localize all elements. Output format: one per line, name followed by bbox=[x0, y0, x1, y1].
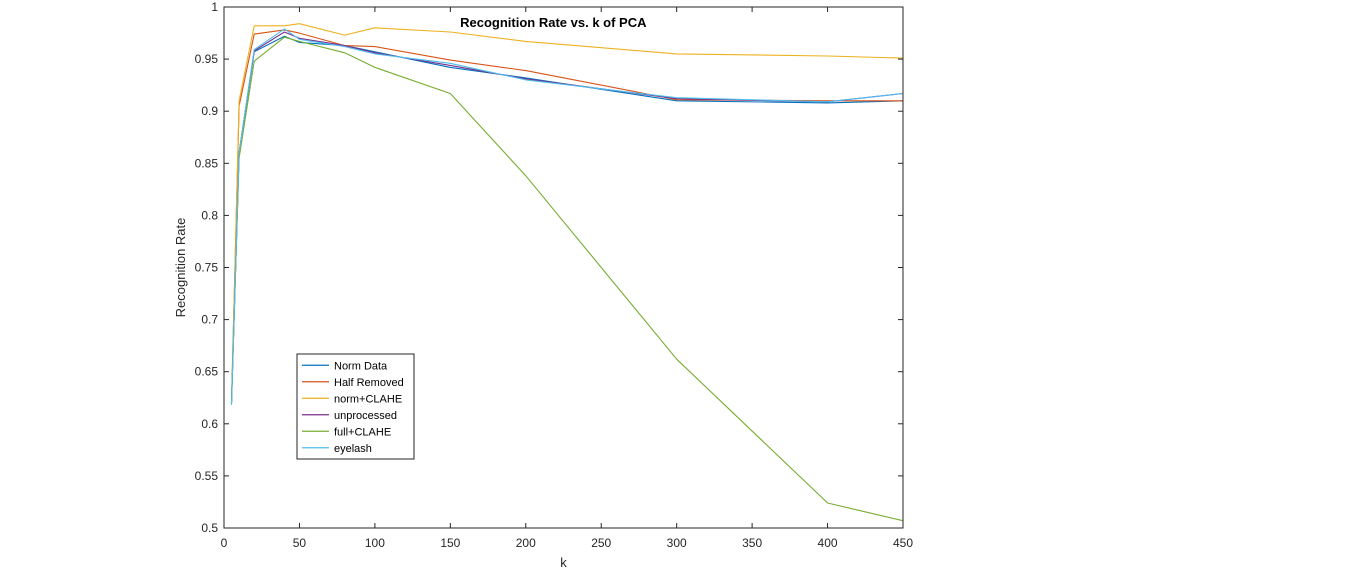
series-layer bbox=[230, 23, 904, 522]
legend-entry: Norm Data bbox=[334, 360, 388, 372]
x-tick-label: 300 bbox=[667, 536, 687, 550]
x-axis-label: k bbox=[560, 555, 567, 570]
y-tick-label: 0.6 bbox=[201, 417, 218, 431]
y-tick-label: 0.9 bbox=[201, 104, 218, 118]
x-tick-label: 100 bbox=[365, 536, 385, 550]
x-tick-label: 50 bbox=[293, 536, 307, 550]
legend: Norm Data Half Removed norm+CLAHE unproces… bbox=[296, 353, 415, 460]
x-tick-label: 450 bbox=[893, 536, 913, 550]
legend-entry: unprocessed bbox=[334, 410, 397, 422]
y-tick-label: 0.5 bbox=[201, 521, 218, 535]
y-tick-label: 0.65 bbox=[195, 365, 219, 379]
series-line-2 bbox=[230, 23, 904, 404]
y-tick-label: 0.85 bbox=[195, 156, 219, 170]
legend-entry: eyelash bbox=[334, 443, 372, 455]
y-tick-label: 0.7 bbox=[201, 313, 218, 327]
y-tick-label: 1 bbox=[211, 0, 218, 14]
y-axis-label: Recognition Rate bbox=[173, 218, 188, 318]
legend-entry: full+CLAHE bbox=[334, 426, 391, 438]
x-tick-label: 350 bbox=[742, 536, 762, 550]
chart-title: Recognition Rate vs. k of PCA bbox=[460, 15, 647, 30]
y-tick-label: 0.95 bbox=[195, 52, 219, 66]
x-tick-label: 400 bbox=[818, 536, 838, 550]
series-line-1 bbox=[230, 29, 903, 404]
legend-box bbox=[296, 353, 415, 460]
series-line-4 bbox=[230, 36, 904, 522]
y-tick-label: 0.8 bbox=[201, 208, 218, 222]
x-tick-label: 200 bbox=[516, 536, 536, 550]
ticks-layer: 0 50 100 150 200 250 300 350 400 450 0.5 0.55 0.6 0.6… bbox=[195, 0, 914, 550]
y-tick-label: 0.75 bbox=[195, 261, 219, 275]
x-tick-label: 250 bbox=[591, 536, 611, 550]
legend-entry: norm+CLAHE bbox=[334, 393, 402, 405]
x-tick-label: 150 bbox=[440, 536, 460, 550]
series-line-5 bbox=[230, 28, 904, 406]
x-tick-label: 0 bbox=[221, 536, 228, 550]
legend-entry: Half Removed bbox=[334, 377, 404, 389]
y-tick-label: 0.55 bbox=[195, 469, 219, 483]
